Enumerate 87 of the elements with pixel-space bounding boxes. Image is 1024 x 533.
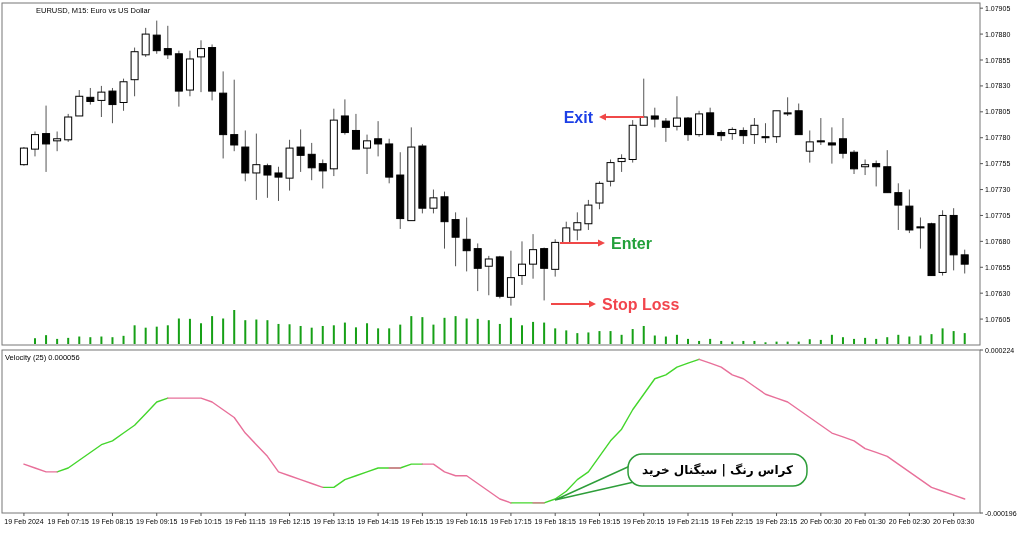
bar xyxy=(476,318,479,344)
bar xyxy=(454,316,457,344)
bar xyxy=(919,335,922,344)
bar xyxy=(354,327,357,344)
annotation: Exit xyxy=(563,108,645,126)
bar xyxy=(432,324,435,344)
bar xyxy=(864,337,867,344)
bar xyxy=(808,339,811,344)
annotation: Stop Loss xyxy=(602,295,680,313)
bar xyxy=(897,334,900,344)
bar xyxy=(366,323,369,344)
bar xyxy=(487,320,490,344)
bar xyxy=(709,338,712,344)
bar xyxy=(299,325,302,344)
bar xyxy=(321,325,324,344)
bar xyxy=(653,335,656,344)
bar xyxy=(421,317,424,344)
bar xyxy=(465,318,468,344)
bar xyxy=(687,338,690,344)
bar xyxy=(56,338,59,344)
bar xyxy=(33,338,36,344)
bar xyxy=(675,334,678,344)
bar xyxy=(631,329,634,344)
annotation: کراس رنگ | سیگنال خرید xyxy=(642,463,793,477)
bar xyxy=(509,317,512,344)
bar xyxy=(742,340,745,344)
bar xyxy=(211,316,214,344)
bar xyxy=(443,317,446,344)
bar xyxy=(166,325,169,344)
bar xyxy=(78,336,81,344)
annotation: Stop Loss xyxy=(550,295,680,313)
bar xyxy=(233,310,236,344)
bar xyxy=(841,337,844,344)
bar xyxy=(255,319,258,344)
bar xyxy=(310,327,313,344)
bar xyxy=(963,333,966,344)
bar xyxy=(853,338,856,344)
bar xyxy=(222,318,225,344)
bar xyxy=(100,336,103,344)
bar xyxy=(277,323,280,344)
bar xyxy=(410,316,413,344)
bar xyxy=(288,324,291,344)
bar xyxy=(343,322,346,344)
bar xyxy=(664,336,667,344)
bar xyxy=(941,328,944,344)
bar xyxy=(532,321,535,344)
annotation: Enter xyxy=(611,234,652,252)
bar xyxy=(598,331,601,344)
bar xyxy=(576,333,579,344)
annotation: Enter xyxy=(559,234,652,252)
bar xyxy=(698,340,701,344)
bar xyxy=(111,337,114,344)
bar xyxy=(89,337,92,344)
bar xyxy=(908,336,911,344)
annotation: Exit xyxy=(563,108,594,126)
bar xyxy=(642,325,645,344)
bar xyxy=(952,331,955,344)
bar xyxy=(620,334,623,344)
bar xyxy=(875,338,878,344)
bar xyxy=(554,328,557,344)
bar xyxy=(609,331,612,344)
bar xyxy=(332,325,335,344)
bar xyxy=(388,328,391,344)
bar xyxy=(720,340,723,344)
bar xyxy=(122,335,125,344)
bar xyxy=(377,328,380,344)
bar xyxy=(498,323,501,344)
bar xyxy=(520,325,523,344)
bar xyxy=(565,330,568,344)
bar xyxy=(155,326,158,344)
bar xyxy=(266,320,269,344)
bar xyxy=(45,335,48,344)
bar xyxy=(188,318,191,344)
bar xyxy=(819,339,822,344)
bar xyxy=(200,323,203,344)
bar xyxy=(244,320,247,344)
bar xyxy=(177,318,180,344)
bar xyxy=(399,324,402,344)
bar xyxy=(886,337,889,344)
bar xyxy=(543,322,546,344)
bar xyxy=(753,340,756,344)
bar xyxy=(587,332,590,344)
bar xyxy=(930,334,933,344)
bar xyxy=(830,334,833,344)
bar xyxy=(67,337,70,344)
bar xyxy=(133,325,136,344)
bar xyxy=(144,327,147,344)
